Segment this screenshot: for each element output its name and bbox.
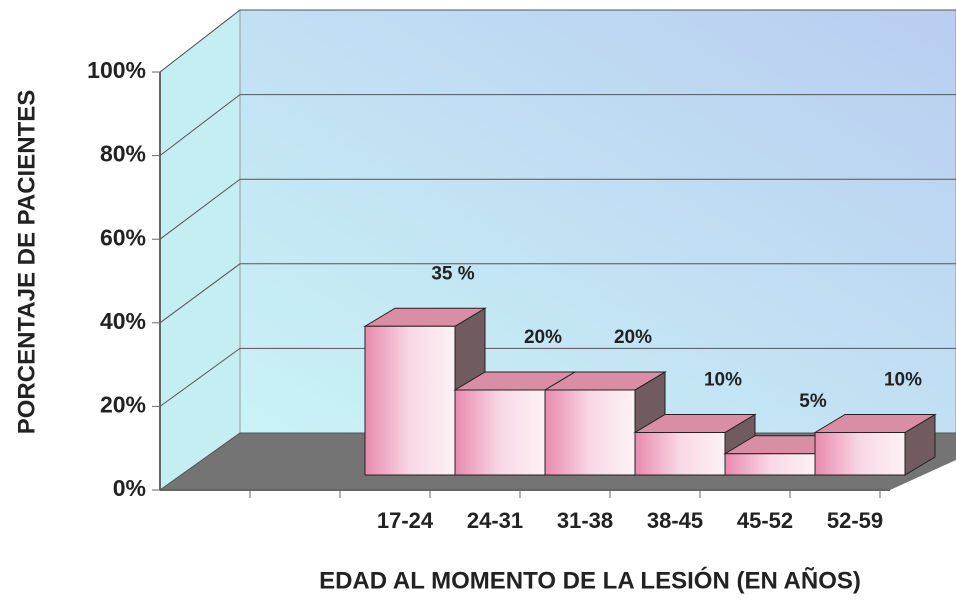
x-tick-label: 24-31 bbox=[467, 508, 523, 533]
grid-line bbox=[159, 94, 956, 156]
y-tick-label: 100% bbox=[87, 57, 146, 83]
value-label: 5% bbox=[799, 391, 827, 412]
x-tick-label: 38-45 bbox=[647, 508, 703, 533]
value-label: 10% bbox=[884, 370, 922, 391]
x-tick-label: 17-24 bbox=[377, 508, 434, 533]
x-tick-label: 31-38 bbox=[557, 508, 613, 533]
value-label: 35 % bbox=[431, 263, 474, 284]
back-wall bbox=[239, 9, 956, 434]
y-tick-label: 80% bbox=[100, 141, 146, 167]
bar bbox=[724, 453, 816, 476]
bar bbox=[454, 389, 546, 476]
grid-line bbox=[159, 347, 956, 407]
value-label: 20% bbox=[614, 327, 652, 348]
grid-line bbox=[159, 9, 956, 73]
value-label: 20% bbox=[524, 327, 562, 348]
bar bbox=[544, 389, 636, 476]
y-tick-label: 40% bbox=[100, 308, 146, 334]
x-tick-label: 45-52 bbox=[737, 508, 793, 533]
grid-line bbox=[159, 263, 956, 324]
bar bbox=[634, 432, 726, 476]
y-tick-label: 20% bbox=[100, 391, 146, 417]
bar bbox=[364, 325, 456, 476]
grid-line bbox=[159, 178, 956, 240]
bar bbox=[814, 432, 906, 476]
side-wall bbox=[159, 8, 241, 491]
x-axis-title: EDAD AL MOMENTO DE LA LESIÓN (EN AÑOS) bbox=[319, 566, 861, 594]
y-axis-title: PORCENTAJE DE PACIENTES bbox=[13, 90, 40, 435]
value-label: 10% bbox=[704, 370, 742, 391]
y-tick-label: 60% bbox=[100, 224, 146, 250]
x-tick-label: 52-59 bbox=[827, 508, 883, 533]
y-tick-label: 0% bbox=[113, 475, 146, 501]
